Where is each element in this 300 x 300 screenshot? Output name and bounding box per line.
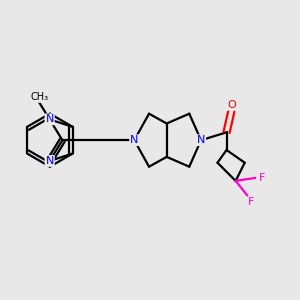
Text: N: N <box>130 135 139 145</box>
Text: N: N <box>197 135 205 145</box>
Text: N: N <box>46 114 54 124</box>
Text: N: N <box>46 156 54 166</box>
Text: O: O <box>227 100 236 110</box>
Text: F: F <box>259 173 265 183</box>
Text: CH₃: CH₃ <box>30 92 48 102</box>
Text: F: F <box>248 197 254 208</box>
